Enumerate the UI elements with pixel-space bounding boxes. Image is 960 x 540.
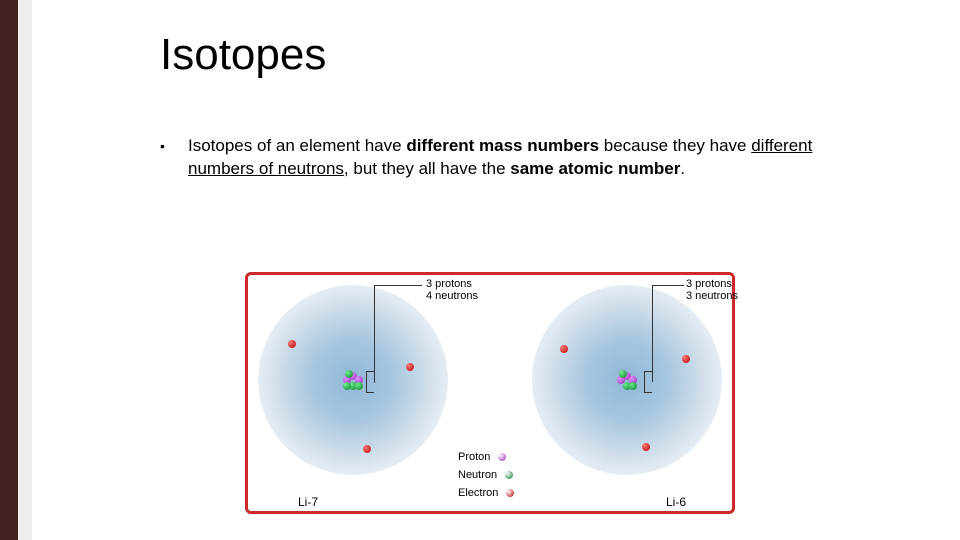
- bracket-li6: [644, 371, 652, 393]
- leader-vertical-li6: [652, 285, 653, 382]
- legend-row: Neutron: [458, 469, 514, 481]
- legend-row: Proton: [458, 451, 514, 463]
- legend-swatch: [506, 489, 514, 497]
- leader-horizontal-li6: [652, 285, 684, 286]
- bullet-text: Isotopes of an element have different ma…: [188, 135, 860, 181]
- electron-particle: [406, 363, 414, 371]
- label-li7: Li-7: [298, 495, 318, 509]
- callout-li7: 3 protons 4 neutrons: [426, 278, 478, 302]
- electron-particle: [682, 355, 690, 363]
- callout-li6-neutrons: 3 neutrons: [686, 290, 738, 302]
- electron-particle: [288, 340, 296, 348]
- nucleus-li6: [615, 368, 639, 392]
- neutron-particle: [343, 382, 351, 390]
- legend-swatch: [498, 453, 506, 461]
- nucleus-li7: [341, 368, 365, 392]
- neutron-particle: [345, 370, 353, 378]
- neutron-particle: [629, 382, 637, 390]
- callout-li7-neutrons: 4 neutrons: [426, 290, 478, 302]
- bracket-li7: [366, 371, 374, 393]
- leader-stub-li7: [374, 382, 375, 383]
- neutron-particle: [355, 382, 363, 390]
- electron-particle: [560, 345, 568, 353]
- legend-label: Neutron: [458, 469, 497, 481]
- bullet-marker: •: [160, 137, 165, 156]
- legend-swatch: [505, 471, 513, 479]
- isotope-diagram: 3 protons 4 neutrons 3 protons 3 neutron…: [245, 272, 735, 514]
- legend-label: Electron: [458, 487, 498, 499]
- sidebar-band-light: [18, 0, 32, 540]
- electron-particle: [363, 445, 371, 453]
- atom-li6: [532, 285, 722, 475]
- leader-vertical-li7: [374, 285, 375, 382]
- legend-label: Proton: [458, 451, 490, 463]
- slide-title: Isotopes: [160, 30, 326, 80]
- sidebar-band-dark: [0, 0, 18, 540]
- neutron-particle: [619, 370, 627, 378]
- slide-accent-sidebar: [0, 0, 32, 540]
- bullet-item: • Isotopes of an element have different …: [160, 135, 860, 181]
- electron-particle: [642, 443, 650, 451]
- callout-li6-protons: 3 protons: [686, 278, 738, 290]
- callout-li6: 3 protons 3 neutrons: [686, 278, 738, 302]
- atom-li7: [258, 285, 448, 475]
- leader-horizontal-li7: [374, 285, 422, 286]
- legend-row: Electron: [458, 487, 514, 499]
- callout-li7-protons: 3 protons: [426, 278, 478, 290]
- label-li6: Li-6: [666, 495, 686, 509]
- legend: Proton Neutron Electron: [458, 451, 514, 505]
